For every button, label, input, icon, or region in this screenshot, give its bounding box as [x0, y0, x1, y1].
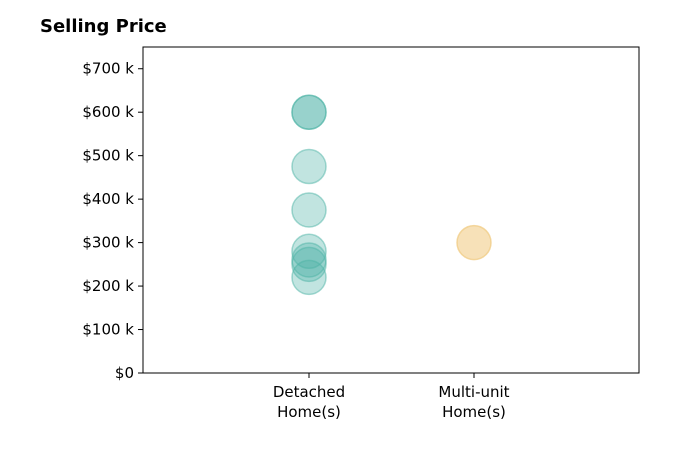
- data-points: [291, 94, 492, 296]
- plot-area-frame: [142, 46, 640, 374]
- scatter-point: [291, 246, 327, 283]
- y-tick-label: $300 k: [82, 234, 134, 252]
- scatter-point: [291, 233, 327, 270]
- scatter-point: [456, 224, 492, 261]
- y-tick-label: $700 k: [82, 60, 134, 78]
- y-axis: $0 $100 k $200 k $300 k $400 k $500 k $600 k $7…: [82, 60, 143, 382]
- y-tick-label: $600 k: [82, 103, 134, 121]
- scatter-point: [291, 94, 327, 130]
- x-tick-label: Detached: [273, 383, 345, 401]
- x-axis: Detached Home(s) Multi-unit Home(s): [273, 373, 510, 421]
- x-tick-label: Home(s): [442, 403, 506, 421]
- y-tick-label: $500 k: [82, 147, 134, 165]
- x-tick-label: Multi-unit: [438, 383, 509, 401]
- x-tick-label: Home(s): [277, 403, 341, 421]
- scatter-point: [291, 192, 327, 228]
- scatter-point: [291, 148, 327, 185]
- chart-title: Selling Price: [40, 16, 167, 37]
- y-tick-label: $0: [115, 364, 134, 382]
- y-tick-label: $100 k: [82, 321, 134, 339]
- y-tick-label: $200 k: [82, 277, 134, 295]
- y-tick-label: $400 k: [82, 190, 134, 208]
- scatter-point: [291, 259, 327, 296]
